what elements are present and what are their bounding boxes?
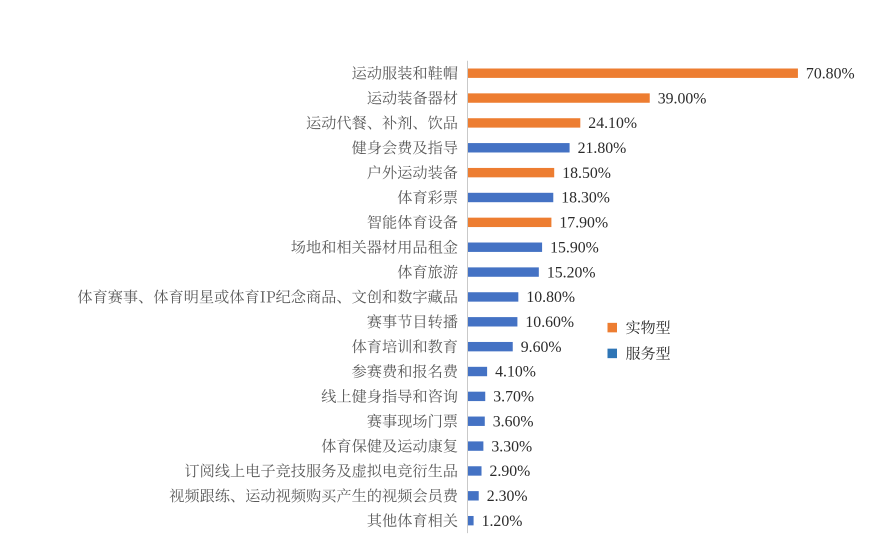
svg-text:18.50%: 18.50% [562, 165, 611, 182]
svg-text:21.80%: 21.80% [578, 140, 627, 157]
svg-text:39.00%: 39.00% [658, 90, 707, 107]
svg-text:3.60%: 3.60% [493, 413, 534, 430]
svg-text:15.20%: 15.20% [547, 264, 596, 281]
svg-text:3.30%: 3.30% [491, 438, 532, 455]
svg-text:18.30%: 18.30% [561, 190, 610, 207]
svg-text:15.90%: 15.90% [550, 239, 599, 256]
svg-text:2.30%: 2.30% [487, 488, 528, 505]
svg-text:10.60%: 10.60% [525, 314, 574, 331]
svg-text:3.70%: 3.70% [493, 389, 534, 406]
svg-text:10.80%: 10.80% [526, 289, 575, 306]
svg-text:9.60%: 9.60% [521, 339, 562, 356]
svg-text:2.90%: 2.90% [490, 463, 531, 480]
svg-text:4.10%: 4.10% [495, 364, 536, 381]
svg-text:1.20%: 1.20% [482, 513, 523, 530]
svg-text:70.80%: 70.80% [806, 65, 855, 82]
svg-text:17.90%: 17.90% [559, 215, 608, 232]
svg-text:24.10%: 24.10% [588, 115, 637, 132]
